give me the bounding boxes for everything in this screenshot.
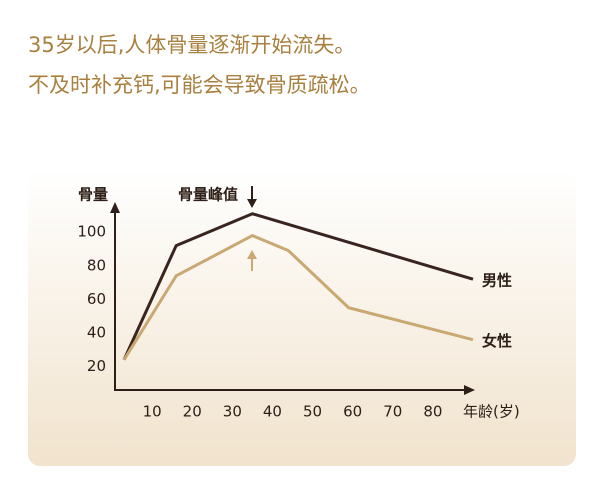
x-axis-arrow	[464, 385, 475, 395]
x-tick-label: 60	[343, 403, 362, 421]
y-axis-title: 骨量	[78, 186, 108, 204]
y-tick-label: 100	[77, 223, 106, 241]
x-tick-label: 30	[223, 403, 242, 421]
x-tick-label: 20	[183, 403, 202, 421]
legend-label: 女性	[482, 332, 512, 350]
card	[28, 170, 576, 466]
peak-arrow-head	[247, 199, 257, 208]
series-line	[122, 234, 474, 361]
y-tick-label: 20	[87, 357, 106, 375]
x-tick-label: 80	[423, 403, 442, 421]
x-tick-label: 50	[303, 403, 322, 421]
peak-arrow-up-head	[247, 250, 257, 259]
y-axis-arrow	[110, 202, 120, 213]
y-tick-label: 40	[87, 323, 106, 341]
peak-annotation: 骨量峰值	[178, 186, 238, 204]
subheadline: 不及时补充钙,可能会导致骨质疏松。	[28, 73, 371, 97]
x-tick-label: 70	[383, 403, 402, 421]
y-tick-label: 60	[87, 290, 106, 308]
x-axis-title: 年龄(岁)	[463, 403, 520, 421]
x-tick-label: 10	[143, 403, 162, 421]
x-tick-label: 40	[263, 403, 282, 421]
series-line	[122, 212, 474, 361]
y-tick-label: 80	[87, 256, 106, 274]
headline: 35岁以后,人体骨量逐渐开始流失。	[28, 33, 355, 57]
legend-label: 男性	[482, 272, 512, 290]
